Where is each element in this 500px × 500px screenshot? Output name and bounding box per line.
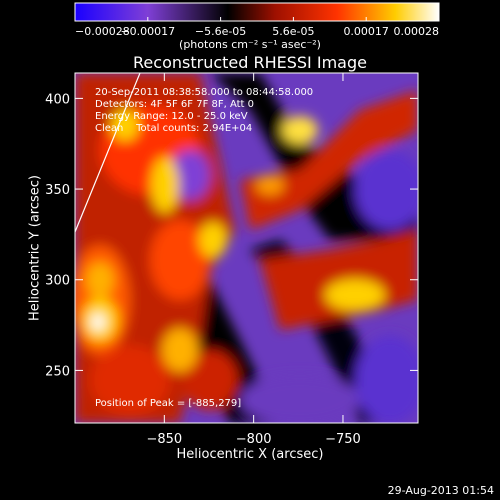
y-tick-label: 250 [45,364,70,379]
emission-peak [86,262,114,298]
colorbar-tick-label: 5.6e-05 [272,25,314,38]
annotation-detectors: Detectors: 4F 5F 6F 7F 8F, Att 0 [95,99,255,110]
negative-region [355,150,418,230]
annotation-energy: Energy Range: 12.0 - 25.0 keV [95,111,248,122]
colorbar-tick-label: −5.6e-05 [195,25,246,38]
axis-ticks: −850 −800 −750 250 300 350 400 [45,73,418,447]
colorbar-unit-label: (photons cm⁻² s⁻¹ asec⁻²) [179,38,321,51]
emission-peak [282,116,318,144]
colorbar-tick-label: 0.00017 [343,25,389,38]
annotation-clean: Clean Total counts: 2.94E+04 [95,123,253,134]
plot-frame [74,72,419,424]
x-tick-label: −750 [325,432,361,447]
emission-ridge-upper [240,90,418,230]
negative-region [240,375,360,423]
emission-blob [150,220,210,300]
emission-blob [182,350,238,410]
emission-peak [151,157,179,213]
colorbar-tick-label: −0.00028 [75,25,130,38]
negative-region [170,150,210,200]
y-tick-label: 300 [45,274,70,289]
colorbar-ticks: −0.00028−0.00017 −5.6e-05 5.6e-05 0.00017 0.… [74,17,440,38]
emission-blob [90,345,170,415]
y-tick-label: 350 [45,183,70,198]
emission-ridge-lower [260,230,418,330]
emission-peak [162,328,198,372]
negative-region [355,335,418,423]
heatmap-image [75,73,418,423]
annotation-time: 20-Sep-2011 08:38:58.000 to 08:44:58.000 [95,87,314,98]
colorbar-tick-label: −0.00017 [120,25,175,38]
y-tick-label: 400 [45,92,70,107]
emission-peak [111,109,139,141]
chart-title: Reconstructed RHESSI Image [133,53,367,72]
colorbar-tick-label: 0.00028 [394,25,440,38]
y-axis-label: Heliocentric Y (arcsec) [27,175,43,321]
x-axis-label: Heliocentric X (arcsec) [176,447,324,462]
x-tick-label: −850 [146,432,182,447]
emission-peak [199,222,227,258]
x-tick-label: −800 [236,432,272,447]
peak-position-label: Position of Peak = [-885,279] [95,398,242,409]
emission-peak [325,279,385,311]
emission-peak [256,175,284,195]
emission-peak-core [91,313,105,331]
colorbar [74,2,440,22]
timestamp: 29-Aug-2013 01:54 [387,484,494,497]
solar-limb-line [75,73,141,233]
